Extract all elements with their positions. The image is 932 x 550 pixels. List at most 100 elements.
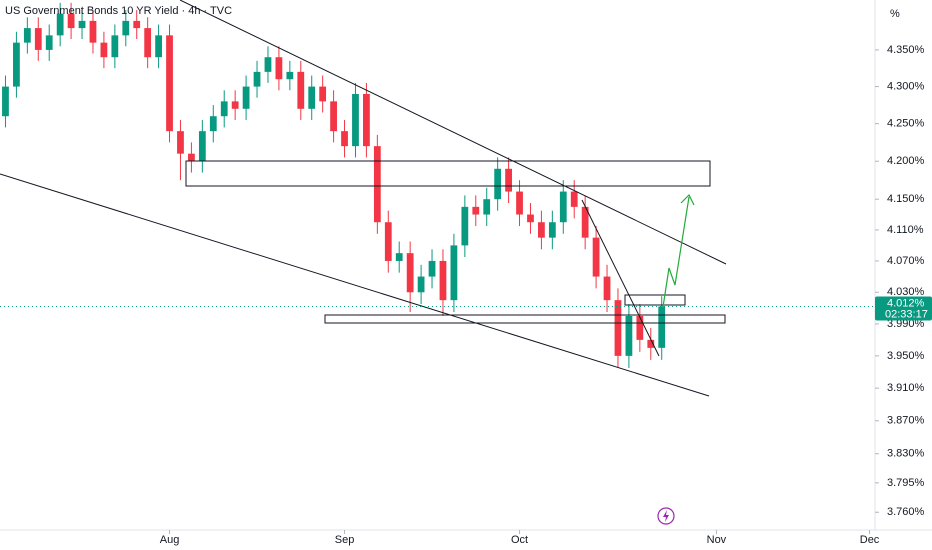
candle-body <box>548 222 556 238</box>
last-price-box <box>875 296 932 321</box>
drawings <box>0 0 727 397</box>
x-tick-label: Sep <box>335 534 355 546</box>
y-tick-label: 3.760% <box>887 506 925 518</box>
candle-body <box>166 35 173 132</box>
y-tick-label: 4.070% <box>887 255 925 267</box>
candle-body <box>461 206 469 246</box>
candle-body <box>308 86 316 109</box>
candle-body <box>155 35 162 58</box>
candles <box>2 2 666 368</box>
candle-body <box>417 276 425 293</box>
y-tick-label: 4.110% <box>887 224 924 236</box>
y-tick-label: 3.795% <box>887 477 925 489</box>
candle-body <box>614 300 622 356</box>
candle-body <box>34 28 42 50</box>
candle-body <box>516 191 523 215</box>
countdown: 02:33:17 <box>885 308 928 320</box>
candle-body <box>111 35 119 58</box>
candle-body <box>198 131 206 162</box>
projection-arrow <box>662 196 690 308</box>
y-tick-label: 4.200% <box>887 155 925 167</box>
y-unit: % <box>890 8 900 20</box>
candle-body <box>23 28 31 43</box>
y-tick-label: 3.830% <box>887 448 925 460</box>
candle-body <box>384 222 392 261</box>
candle-body <box>592 237 600 277</box>
y-tick-label: 4.030% <box>887 286 925 298</box>
candle-body <box>78 20 86 29</box>
candle-body <box>625 315 633 356</box>
candle-body <box>45 35 53 50</box>
candle-body <box>100 42 108 58</box>
candle-body <box>647 339 655 348</box>
candle-body <box>341 131 348 147</box>
x-tick-label: Oct <box>511 534 528 546</box>
candle-body <box>428 260 436 277</box>
y-tick-label: 3.910% <box>887 382 925 394</box>
candle-body <box>559 191 567 223</box>
trendline <box>0 173 710 397</box>
y-tick-label: 3.870% <box>887 415 925 427</box>
candle-body <box>67 13 75 29</box>
zone-rect <box>185 160 711 187</box>
candle-body <box>2 86 9 117</box>
candle-body <box>581 206 589 238</box>
candle-body <box>188 153 195 162</box>
y-tick-label: 4.300% <box>887 80 925 92</box>
candle-body <box>319 86 327 102</box>
candle-body <box>395 253 403 261</box>
event-icon[interactable] <box>657 507 675 525</box>
trendline <box>179 0 727 265</box>
candle-body <box>286 71 294 80</box>
candle-body <box>275 57 283 80</box>
candle-body <box>494 168 502 200</box>
axes: 4.350% 4.300% 4.250% 4.200% 4.150% 4.110% 4.07… <box>160 44 925 546</box>
candle-body <box>352 93 359 147</box>
y-tick-label: 4.150% <box>887 193 925 205</box>
candle-body <box>406 253 414 293</box>
candle-body <box>253 71 261 87</box>
candle-body <box>122 20 130 36</box>
trendline <box>581 199 660 357</box>
candle-body <box>658 306 666 348</box>
y-tick-label: 3.990% <box>887 318 925 330</box>
candle-body <box>450 245 458 301</box>
candle-body <box>209 116 217 132</box>
candle-body <box>264 57 272 72</box>
candle-body <box>570 191 578 207</box>
x-tick-label: Dec <box>860 534 880 546</box>
candle-body <box>538 222 545 238</box>
chart-title: US Government Bonds 10 YR Yield · 4h · T… <box>5 5 232 17</box>
candle-body <box>56 13 64 36</box>
candle-body <box>89 20 97 43</box>
candle-body <box>133 20 141 29</box>
candle-body <box>177 131 184 154</box>
y-tick-label: 3.950% <box>887 350 925 362</box>
candle-body <box>363 93 370 147</box>
x-tick-label: Nov <box>707 534 727 546</box>
candle-body <box>603 276 611 301</box>
candle-body <box>242 86 250 109</box>
candle-body <box>144 28 152 58</box>
candle-body <box>636 315 644 340</box>
candle-body <box>472 206 480 215</box>
candle-body <box>231 101 239 109</box>
zone-rect <box>624 294 686 306</box>
arrow-head <box>680 193 695 206</box>
candle-body <box>439 260 447 301</box>
candle-body <box>297 71 305 109</box>
candle-body <box>220 101 228 117</box>
x-tick-label: Aug <box>160 534 180 546</box>
candle-body <box>505 168 512 192</box>
candle-body <box>527 214 534 223</box>
zone-rect <box>324 314 726 324</box>
last-price-label: 4.012% <box>887 297 925 309</box>
y-tick-label: 4.250% <box>887 118 925 130</box>
candle-body <box>373 146 381 223</box>
candle-body <box>13 42 20 87</box>
candle-body <box>483 199 491 215</box>
candle-body <box>330 101 337 132</box>
y-tick-label: 4.350% <box>887 44 925 56</box>
